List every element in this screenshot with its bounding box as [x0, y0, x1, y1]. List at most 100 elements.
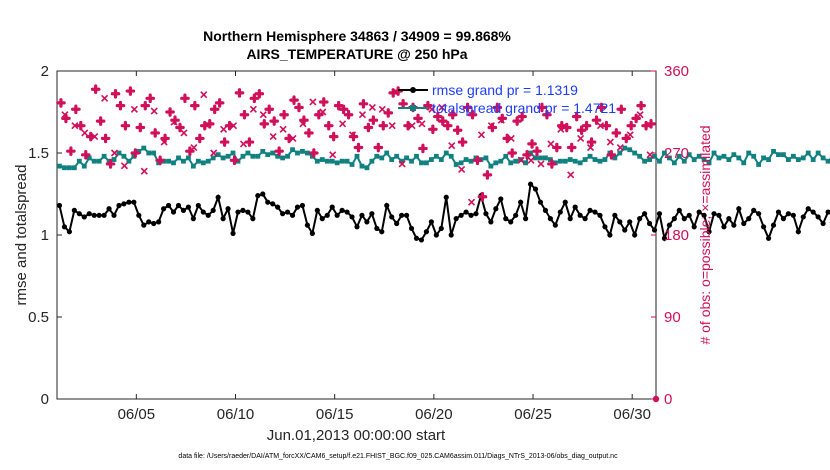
totalspread-point: [210, 155, 216, 161]
rmse-point: [329, 204, 335, 210]
obs-possible-point: [393, 86, 403, 96]
obs-possible-point: [601, 120, 612, 131]
rmse-point: [498, 196, 504, 202]
obs-possible-point: [378, 120, 389, 131]
totalspread-point: [612, 155, 618, 161]
obs-assimilated-point: [210, 149, 218, 157]
rmse-point: [289, 212, 296, 218]
rmse-point: [721, 224, 727, 230]
totalspread-point: [265, 152, 271, 158]
rmse-point: [136, 212, 142, 218]
totalspread-point: [523, 160, 528, 166]
rmse-point: [106, 206, 112, 212]
obs-possible-point: [155, 155, 165, 166]
totalspread-point: [270, 150, 276, 156]
obs-possible-point: [328, 131, 339, 142]
totalspread-point: [81, 163, 87, 169]
totalspread-point: [181, 158, 186, 164]
x-tick-label: 06/25: [514, 406, 552, 423]
totalspread-point: [369, 158, 375, 164]
obs-possible-point: [442, 120, 453, 131]
totalspread-point: [577, 160, 583, 166]
totalspread-point: [756, 162, 762, 167]
totalspread-point: [146, 150, 152, 156]
totalspread-point: [364, 165, 370, 171]
obs-possible-point: [472, 155, 483, 166]
rmse-point: [146, 219, 152, 225]
obs-possible-point: [457, 137, 468, 147]
obs-possible-point: [606, 150, 617, 160]
obs-assimilated-point: [646, 151, 654, 159]
totalspread-point: [488, 163, 494, 169]
obs-assimilated-point: [279, 125, 287, 133]
x-tick-label: 06/30: [613, 406, 651, 423]
totalspread-point: [230, 150, 236, 156]
obs-assimilated-point: [358, 111, 367, 119]
obs-assimilated-point: [120, 162, 129, 170]
obs-possible-point: [66, 146, 76, 156]
rmse-point: [587, 207, 593, 213]
rmse-point: [751, 207, 757, 213]
totalspread-point: [666, 155, 672, 161]
totalspread-point: [686, 152, 692, 158]
obs-assimilated-point: [81, 129, 89, 137]
obs-assimilated-point: [428, 105, 436, 113]
rmse-point: [537, 199, 544, 205]
rmse-point: [389, 214, 395, 220]
obs-possible-point: [95, 116, 106, 126]
rmse-point: [76, 211, 82, 217]
y-right-tick-label: 270: [664, 145, 689, 162]
rmse-point: [245, 209, 251, 215]
rmse-point: [572, 204, 578, 210]
obs-assimilated-point: [140, 167, 148, 175]
obs-possible-point: [596, 102, 607, 113]
rmse-point: [790, 212, 796, 218]
rmse-point: [527, 181, 534, 187]
obs-possible-point: [383, 108, 394, 118]
totalspread-point: [176, 155, 181, 161]
rmse-point: [334, 212, 340, 218]
totalspread-point: [662, 150, 667, 156]
totalspread-point: [443, 150, 449, 156]
totalspread-point: [458, 160, 464, 166]
obs-assimilated-point: [458, 165, 466, 173]
totalspread-point: [275, 153, 281, 159]
rmse-point: [676, 207, 682, 213]
legend-label-rmse: rmse grand pr = 1.1319: [432, 82, 578, 98]
rmse-point: [161, 206, 167, 212]
rmse-point: [200, 209, 206, 215]
obs-assimilated-point: [467, 198, 476, 206]
totalspread-point: [726, 157, 732, 162]
y-axis-label-right: # of obs: o=possible; ×=assimilated: [697, 125, 713, 344]
totalspread-point: [815, 150, 821, 156]
obs-assimilated-point: [418, 120, 426, 128]
rmse-point: [681, 216, 687, 222]
obs-possible-point: [185, 146, 195, 156]
rmse-point: [780, 216, 787, 222]
totalspread-point: [205, 158, 211, 164]
totalspread-point: [240, 153, 246, 159]
totalspread-point: [538, 155, 543, 161]
rmse-point: [314, 207, 320, 213]
rmse-point: [96, 212, 102, 218]
y-right-tick-label: 90: [664, 309, 681, 326]
rmse-point: [815, 214, 821, 220]
rmse-point: [552, 222, 558, 228]
obs-assimilated-point: [299, 120, 307, 128]
totalspread-point: [657, 158, 662, 164]
totalspread-point: [508, 160, 514, 166]
rmse-point: [770, 222, 777, 228]
totalspread-point: [151, 150, 157, 156]
obs-possible-point: [140, 100, 151, 111]
totalspread-point: [805, 150, 811, 156]
obs-possible-point: [343, 109, 354, 120]
rmse-point: [339, 207, 345, 213]
y-left-tick-label: 1: [41, 227, 49, 244]
obs-assimilated-point: [229, 122, 238, 130]
rmse-point: [230, 230, 236, 236]
rmse-point: [726, 216, 732, 222]
rmse-point: [785, 211, 791, 217]
rmse-point: [66, 229, 72, 235]
y-right-tick-label: 360: [664, 63, 689, 80]
totalspread-point: [62, 165, 67, 171]
